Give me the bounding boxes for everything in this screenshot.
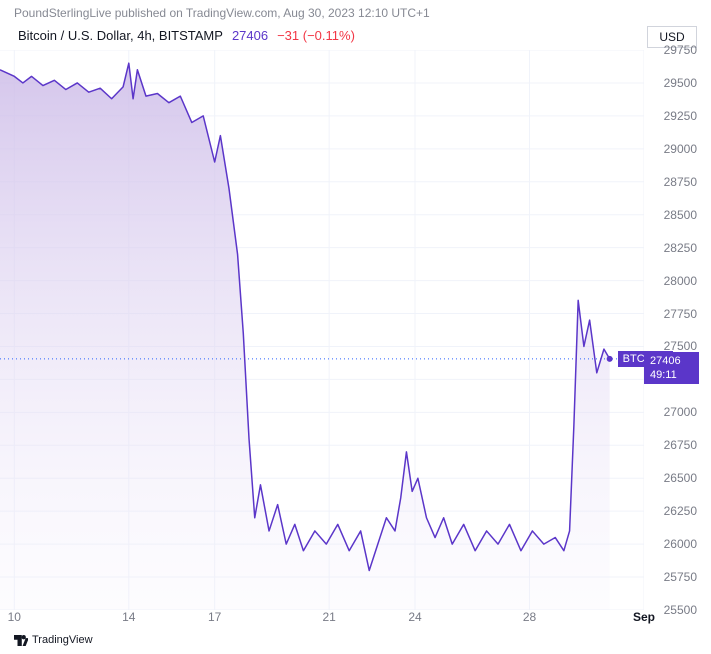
y-tick-label: 25500 <box>664 603 697 617</box>
x-tick-label: 21 <box>322 610 335 624</box>
y-tick-label: 29500 <box>664 76 697 90</box>
y-tick-label: 26500 <box>664 471 697 485</box>
y-tick-label: 28000 <box>664 274 697 288</box>
y-axis[interactable]: 2550025750260002625026500267502700027250… <box>644 50 711 610</box>
publisher-info: PoundSterlingLive published on TradingVi… <box>14 6 430 20</box>
price-label-value: 27406 <box>650 355 681 367</box>
y-tick-label: 29750 <box>664 43 697 57</box>
y-tick-label: 26000 <box>664 537 697 551</box>
last-price: 27406 <box>232 28 268 43</box>
symbol-row: Bitcoin / U.S. Dollar, 4h, BITSTAMP 2740… <box>18 28 355 43</box>
y-tick-label: 28500 <box>664 208 697 222</box>
x-tick-label: 17 <box>208 610 221 624</box>
y-tick-label: 25750 <box>664 570 697 584</box>
y-tick-label: 27750 <box>664 307 697 321</box>
symbol-title[interactable]: Bitcoin / U.S. Dollar, 4h, BITSTAMP <box>18 28 223 43</box>
x-axis[interactable]: 101417212428Sep <box>0 610 644 630</box>
y-tick-label: 27000 <box>664 405 697 419</box>
y-tick-label: 26250 <box>664 504 697 518</box>
x-tick-label: 24 <box>408 610 421 624</box>
tv-logo-icon <box>14 635 28 646</box>
current-price-label: 27406 49:11 <box>644 352 699 384</box>
tv-logo-text: TradingView <box>32 634 93 646</box>
y-tick-label: 26750 <box>664 438 697 452</box>
price-chart-svg <box>0 50 644 610</box>
bar-countdown: 49:11 <box>650 368 693 382</box>
y-tick-label: 28250 <box>664 241 697 255</box>
chart-plot-area[interactable] <box>0 50 644 610</box>
tradingview-logo[interactable]: TradingView <box>14 634 93 646</box>
y-tick-label: 28750 <box>664 175 697 189</box>
y-tick-label: 29000 <box>664 142 697 156</box>
y-tick-label: 29250 <box>664 109 697 123</box>
x-tick-label: Sep <box>633 610 655 624</box>
x-tick-label: 28 <box>523 610 536 624</box>
price-change: −31 (−0.11%) <box>277 28 355 43</box>
x-tick-label: 14 <box>122 610 135 624</box>
x-tick-label: 10 <box>8 610 21 624</box>
